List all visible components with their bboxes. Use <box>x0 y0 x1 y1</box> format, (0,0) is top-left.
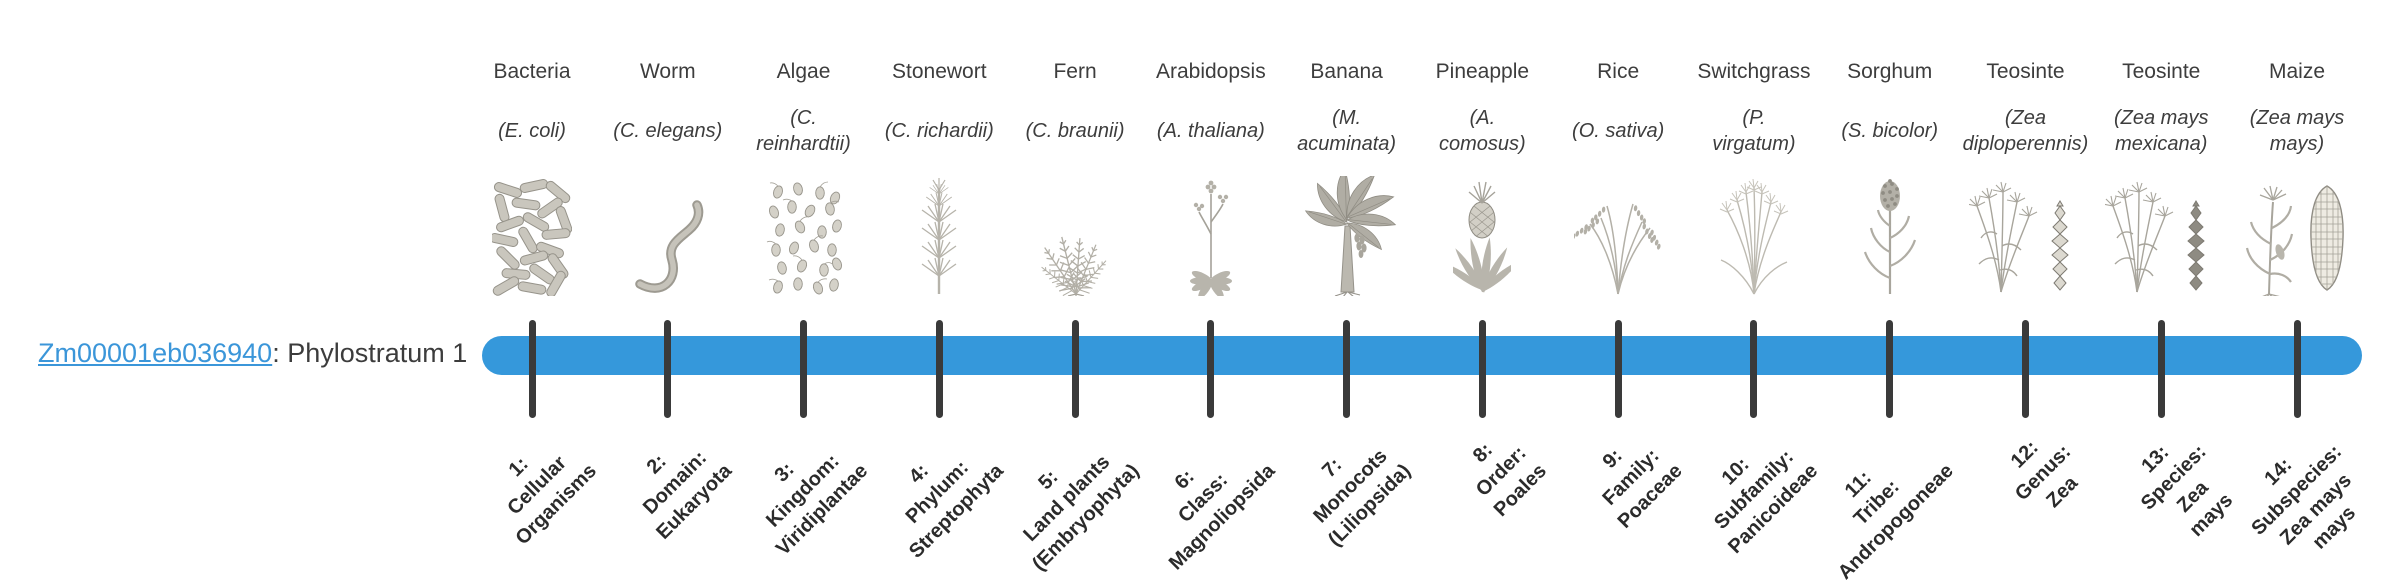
timeline-tick <box>935 320 943 418</box>
organism-name: Teosinte <box>2122 60 2201 83</box>
organism-name: Switchgrass <box>1697 60 1811 83</box>
timeline-tick <box>664 320 672 418</box>
timeline-tick <box>528 320 536 418</box>
timeline-tick <box>2293 320 2301 418</box>
stonewort-icon <box>869 172 1009 296</box>
organism-name: Teosinte <box>1986 60 2065 83</box>
organism-name: Bacteria <box>493 60 571 83</box>
organism-species-name: (M. acuminata) <box>1297 107 1397 155</box>
arabidopsis-icon <box>1141 172 1281 296</box>
timeline-tick <box>2157 320 2165 418</box>
timeline-tick <box>1614 320 1622 418</box>
phylostratum-text: : Phylostratum 1 <box>272 338 468 368</box>
organism-name: Worm <box>639 60 696 83</box>
timeline-tick <box>800 320 808 418</box>
teosinte-diploperennis-icon <box>1955 172 2095 296</box>
phylostratum-rank-label: 3: Kingdom: Viridiplantae <box>762 450 872 560</box>
sorghum-icon <box>1820 172 1960 296</box>
timeline-tick <box>1343 320 1351 418</box>
timeline-tick <box>1478 320 1486 418</box>
timeline-tick <box>1207 320 1215 418</box>
phylostratum-rank-label: 12: Genus: Zea <box>2006 436 2082 512</box>
timeline-tick <box>1071 320 1079 418</box>
banana-icon <box>1277 172 1417 296</box>
organism-name: Algae <box>776 60 831 83</box>
organism-species-name: (A. thaliana) <box>1156 120 1265 142</box>
gene-label: Zm00001eb036940: Phylostratum 1 <box>38 337 467 369</box>
organism-species-name: (S. bicolor) <box>1841 120 1939 142</box>
phylostratum-rank-label: 4: Phylum: Streptophyta <box>901 456 1008 563</box>
rice-icon <box>1548 172 1688 296</box>
organism-name: Stonewort <box>892 60 987 83</box>
phylostratum-rank-label: 11: Tribe: Andropogoneae <box>1833 459 1958 584</box>
phylostratum-rank-label: 9: Family: Poaceae <box>1598 444 1687 533</box>
organism-name: Pineapple <box>1435 60 1530 83</box>
phylostratum-rank-label: 13: Species: Zea mays <box>2137 441 2238 542</box>
organism-species-name: (C. richardii) <box>884 120 994 142</box>
phylostratum-rank-label: 7: Monocots (Liliopsida) <box>1309 445 1415 551</box>
organism-species-name: (O. sativa) <box>1572 120 1665 142</box>
organism-name: Maize <box>2268 60 2326 83</box>
organism-species-name: (C. braunii) <box>1025 120 1125 142</box>
timeline-tick <box>1886 320 1894 418</box>
phylostratum-rank-label: 8: Order: Poales <box>1468 438 1551 521</box>
phylostratum-rank-label: 10: Subfamily: Panicoideae <box>1710 446 1823 558</box>
bacteria-icon <box>462 172 602 296</box>
switchgrass-icon <box>1684 172 1824 296</box>
phylostratum-rank-label: 6: Class: Magnoliopsida <box>1164 459 1280 575</box>
phylostratum-rank-label: 5: Land plants (Embryophyta) <box>1019 451 1144 576</box>
pineapple-icon <box>1412 172 1552 296</box>
organism-species-name: (Zea diploperennis) <box>1962 107 2089 155</box>
gene-link[interactable]: Zm00001eb036940 <box>38 338 273 368</box>
phylostratum-bar <box>482 336 2362 375</box>
organism-species-name: (Zea mays mexicana) <box>2114 107 2209 155</box>
phylostratum-rank-label: 1: Cellular Organisms <box>503 452 601 550</box>
organism-species-name: (E. coli) <box>498 120 566 142</box>
organism-species-name: (Zea mays mays) <box>2249 107 2345 155</box>
teosinte-mexicana-icon <box>2091 172 2231 296</box>
organism-species-name: (C. reinhardtii) <box>756 107 851 155</box>
fern-icon <box>1005 172 1145 296</box>
organism-name: Banana <box>1310 60 1383 83</box>
organism-species-name: (C. elegans) <box>613 120 723 142</box>
phylostratum-rank-label: 14: Subspecies: Zea mays mays <box>2247 441 2361 554</box>
timeline-tick <box>1750 320 1758 418</box>
maize-icon <box>2227 172 2367 296</box>
organism-name: Arabidopsis <box>1155 60 1266 83</box>
worm-icon <box>598 172 738 296</box>
organism-species-name: (P. virgatum) <box>1712 107 1796 155</box>
organism-name: Fern <box>1053 60 1097 83</box>
organism-name: Rice <box>1597 60 1640 83</box>
algae-icon <box>734 172 874 296</box>
timeline-tick <box>2021 320 2029 418</box>
organism-species-name: (A. comosus) <box>1439 107 1526 155</box>
organism-name: Sorghum <box>1847 60 1933 83</box>
phylostratum-rank-label: 2: Domain: Eukaryota <box>639 446 737 544</box>
